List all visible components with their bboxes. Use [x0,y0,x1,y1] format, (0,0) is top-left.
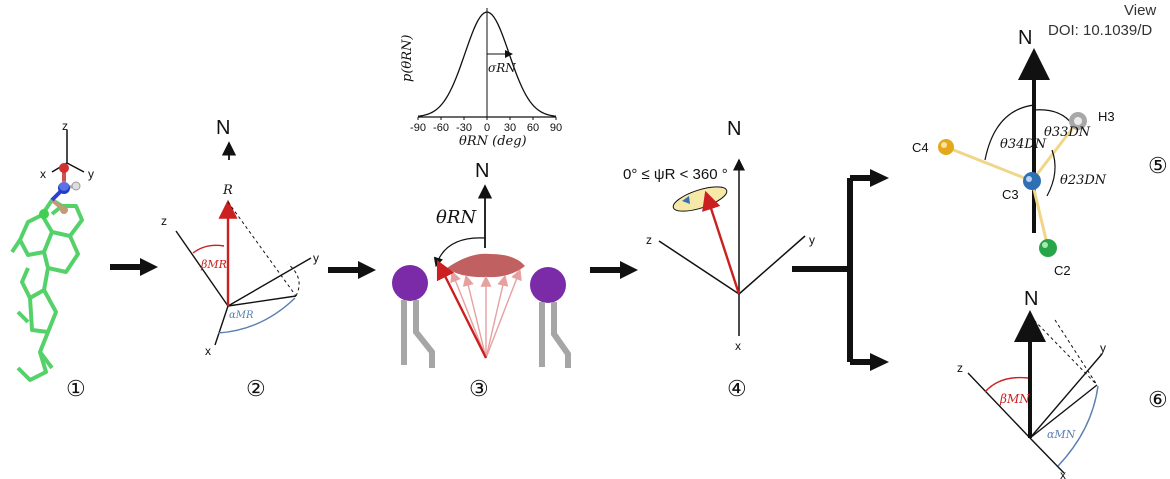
gaussian-inset: σRN -90 -60 -30 0 30 60 90 θRN (deg) p(θRN) [400,8,562,149]
alpha-arc [1057,385,1099,467]
inset-tick-label: 90 [550,122,562,134]
beta-label: βMN [999,392,1030,406]
projection-lines [1029,315,1098,386]
axis-z-label: z [646,233,652,247]
panel-6: N βMN αMN z y x ⑥ [957,288,1168,479]
header-view: View [1124,2,1157,19]
axis-y-label: y [1100,341,1106,355]
axes [967,353,1103,474]
inset-ylabel: p(θRN) [400,35,415,82]
atom-label-c3: C3 [1002,187,1019,202]
axis-y-label: y [88,167,94,181]
axis-x-label: x [205,344,211,358]
axis-x-label: x [40,167,46,181]
theta33-label: θ33DN [1044,125,1091,140]
header-doi: DOI: 10.1039/D [1048,22,1153,39]
alpha-label: αMR [229,310,254,321]
atom-label-h3: H3 [1098,109,1115,124]
inset-tick-labels: -90 -60 -30 0 30 60 90 [410,117,562,134]
panel-4: N 0° ≤ ψR < 360 ° z y x ④ [623,118,815,401]
orientation-cone [436,253,525,359]
beta-arc [984,376,1029,393]
panel-5: N C4 H3 C3 C2 θ34DN θ33DN θ23DN ⑤ [912,27,1168,278]
axis-y-label: y [809,233,815,247]
molecule-headgroup [39,163,81,219]
alpha-arc [217,297,296,334]
theta-label: θRN [436,207,477,228]
inset-tick-label: -60 [433,122,449,134]
panel-1-number: ① [66,376,86,401]
gaussian-curve [417,11,557,117]
n-label: N [727,118,741,140]
precession-direction [682,196,690,204]
axis-z-label: z [957,361,963,375]
r-label: R [222,183,233,198]
precession-ellipse [672,186,728,212]
axis-x-label: x [1060,468,1066,479]
lipid-left [392,265,435,368]
right-arrow-icon [870,353,889,371]
panel-4-number: ④ [727,376,747,401]
panel-1: z x y ① [10,119,94,401]
beta-arc [192,244,225,254]
n-label: N [1018,27,1032,49]
inset-tick-label: 0 [484,122,490,134]
n-label: N [475,160,489,182]
right-arrow-icon [590,261,638,279]
atom-label-c2: C2 [1054,263,1071,278]
bonds [945,120,1080,249]
atom-label-c4: C4 [912,140,929,155]
panel-3: σRN -90 -60 -30 0 30 60 90 θRN (deg) p(θRN) N … [392,8,571,401]
alpha-label: αMN [1047,428,1076,441]
axes [658,158,806,336]
atoms [938,112,1087,257]
inset-tick-label: -90 [410,122,426,134]
panel-6-number: ⑥ [1148,387,1168,412]
inset-sigma: σRN [488,61,516,75]
branch-bracket-icon [792,175,872,365]
theta23-label: θ23DN [1060,173,1107,188]
inset-tick-label: -30 [456,122,472,134]
n-label: N [216,117,230,139]
theta34-label: θ34DN [1000,137,1047,152]
molecule-sterol [10,198,84,382]
axis-y-label: y [313,251,319,265]
beta-label: βMR [200,258,227,271]
inset-tick-label: 60 [527,122,539,134]
axis-z-label: z [161,214,167,228]
axis-z-label: z [62,119,68,133]
inset-tick-label: 30 [504,122,516,134]
right-arrow-icon [328,261,376,279]
panel-2: N R βMR αMR z y x ② [161,117,319,401]
axis-x-label: x [735,339,741,353]
inset-xlabel: θRN (deg) [459,134,527,149]
panel-5-number: ⑤ [1148,153,1168,178]
lipid-right [530,267,571,368]
right-arrow-icon [870,169,889,187]
psi-range-text: 0° ≤ ψR < 360 ° [623,166,728,183]
n-label: N [1024,288,1038,310]
right-arrow-icon [110,258,158,276]
r-vector [702,190,741,295]
projection-lines [227,201,300,297]
panel-3-number: ③ [469,376,489,401]
panel-2-number: ② [246,376,266,401]
axes [175,230,312,346]
